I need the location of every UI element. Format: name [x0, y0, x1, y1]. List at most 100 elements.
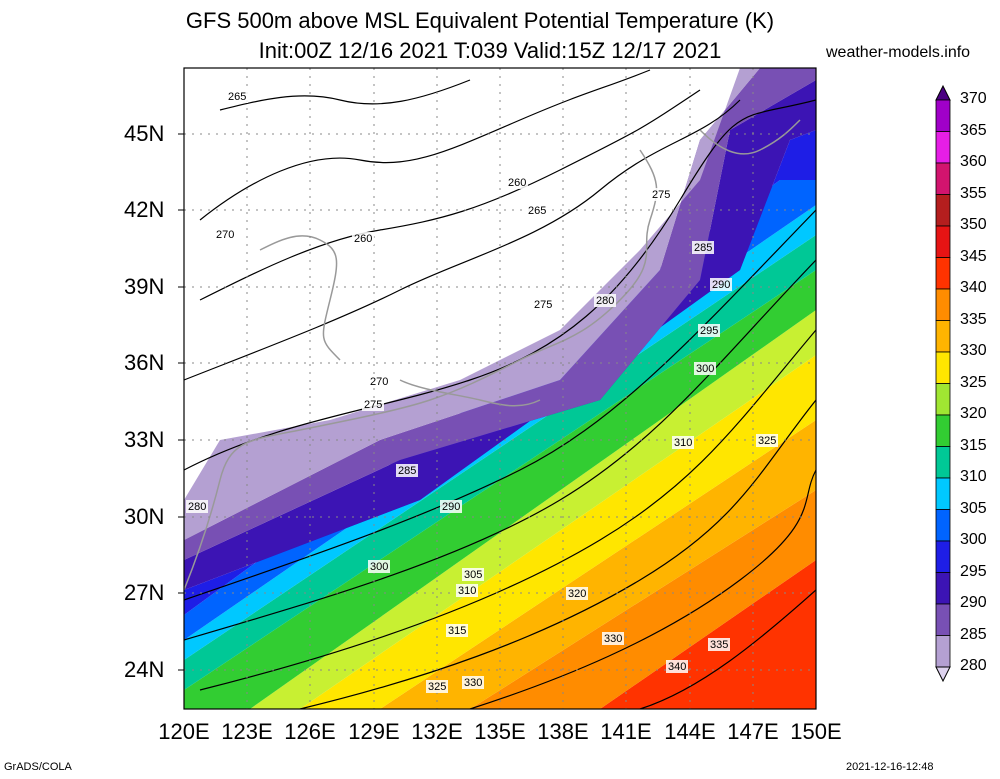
contour-label: 285: [694, 242, 712, 254]
contour-label: 260: [508, 177, 526, 189]
contour-label-bg: [456, 584, 478, 597]
contour-label-bg: [666, 660, 688, 673]
lat-label-42n: 42N: [124, 197, 165, 222]
lat-label-30n: 30N: [124, 504, 165, 529]
contour-label-bg: [214, 228, 236, 241]
band-310: [184, 235, 816, 690]
colorbar-label: 335: [960, 310, 987, 328]
lon-label-150e: 150E: [790, 719, 842, 744]
contour-label: 275: [534, 299, 552, 311]
contour-label: 275: [652, 189, 670, 201]
contour-label-bg: [362, 398, 384, 411]
chart-title-line2: Init:00Z 12/16 2021 T:039 Valid:15Z 12/1…: [258, 38, 722, 63]
contour-label-bg: [708, 638, 730, 651]
contour-label-bg: [710, 278, 732, 291]
contour-label: 295: [700, 325, 718, 337]
lon-label-141e: 141E: [600, 719, 652, 744]
contour-label-bg: [352, 232, 374, 245]
lon-label-135e: 135E: [474, 719, 526, 744]
contour-label: 265: [528, 205, 546, 217]
footer-software: GrADS/COLA: [4, 761, 72, 773]
contour-label-bg: [426, 680, 448, 693]
contour-label-bg: [566, 587, 588, 600]
contour-label-bg: [650, 188, 672, 201]
colorbar-label: 285: [960, 625, 987, 643]
contour-label: 290: [712, 279, 730, 291]
contour-label-bg: [532, 298, 554, 311]
contour-label: 310: [674, 437, 692, 449]
contour-label: 260: [354, 233, 372, 245]
contour-label: 280: [188, 501, 206, 513]
chart-title-line1: GFS 500m above MSL Equivalent Potential …: [185, 8, 775, 33]
contour-label: 325: [428, 681, 446, 693]
colorbar-label: 330: [960, 342, 987, 359]
contour-label-bg: [526, 204, 548, 217]
lon-label-144e: 144E: [664, 719, 716, 744]
coastlines: [184, 119, 801, 591]
contour-label: 315: [448, 625, 466, 637]
contour-label: 305: [464, 569, 482, 581]
credit-label: weather-models.info: [826, 44, 971, 61]
footer-timestamp: 2021-12-16-12:48: [846, 761, 934, 773]
contour-label-bg: [186, 500, 208, 513]
contour-label: 320: [568, 588, 586, 600]
contour-label-bg: [602, 632, 624, 645]
colorbar-label: 310: [960, 468, 987, 485]
colorbar-label: 290: [960, 594, 987, 611]
contour-label-bg: [440, 500, 462, 513]
contour-label: 265: [228, 91, 246, 103]
contour-label-bg: [594, 294, 616, 307]
band-290: [184, 80, 816, 590]
contour-label-bg: [506, 176, 528, 189]
contour-label: 310: [458, 585, 476, 597]
lat-label-45n: 45N: [124, 121, 165, 146]
band-280: [184, 68, 760, 540]
contour-label: 325: [758, 435, 776, 447]
theta-e-field: [184, 68, 816, 709]
colorbar-label: 300: [960, 531, 987, 548]
contour-label: 330: [604, 633, 622, 645]
lat-label-33n: 33N: [124, 427, 165, 452]
lat-label-27n: 27N: [124, 580, 165, 605]
contour-label: 330: [464, 677, 482, 689]
lon-label-126e: 126E: [284, 719, 336, 744]
lat-label-24n: 24N: [124, 657, 165, 682]
lon-label-123e: 123E: [221, 719, 273, 744]
contour-label-bg: [368, 560, 390, 573]
contour-label-bg: [756, 434, 778, 447]
lat-label-36n: 36N: [124, 350, 165, 375]
contour-lines: [184, 69, 816, 709]
band-295: [184, 130, 816, 615]
contour-label: 285: [398, 465, 416, 477]
lon-label-129e: 129E: [348, 719, 400, 744]
contour-label: 340: [668, 661, 686, 673]
band-315: [184, 270, 816, 709]
colorbar-label: 325: [960, 373, 987, 391]
contour-label-bg: [396, 464, 418, 477]
colorbar-label: 315: [960, 436, 987, 454]
contour-label: 300: [370, 561, 388, 573]
colorbar-label: 370: [960, 90, 987, 107]
lon-label-138e: 138E: [537, 719, 589, 744]
contour-label-bg: [462, 676, 484, 689]
contour-label-bg: [694, 362, 716, 375]
contour-label: 270: [370, 376, 388, 388]
colorbar-label: 280: [960, 657, 987, 674]
colorbar-label: 295: [960, 562, 987, 580]
contour-label: 300: [696, 363, 714, 375]
contour-label-bg: [226, 90, 248, 103]
contour-label-bg: [446, 624, 468, 637]
lat-label-39n: 39N: [124, 274, 165, 299]
contour-label-bg: [692, 241, 714, 254]
axis-ticks: [178, 133, 184, 671]
map-frame: [183, 67, 817, 710]
lon-label-147e: 147E: [727, 719, 779, 744]
contour-label: 335: [710, 639, 728, 651]
lon-label-120e: 120E: [158, 719, 210, 744]
colorbar-label: 350: [960, 216, 987, 233]
contour-label-bg: [698, 324, 720, 337]
colorbar-label: 365: [960, 121, 987, 139]
contour-label-bg: [462, 568, 484, 581]
band-285: [184, 68, 816, 560]
